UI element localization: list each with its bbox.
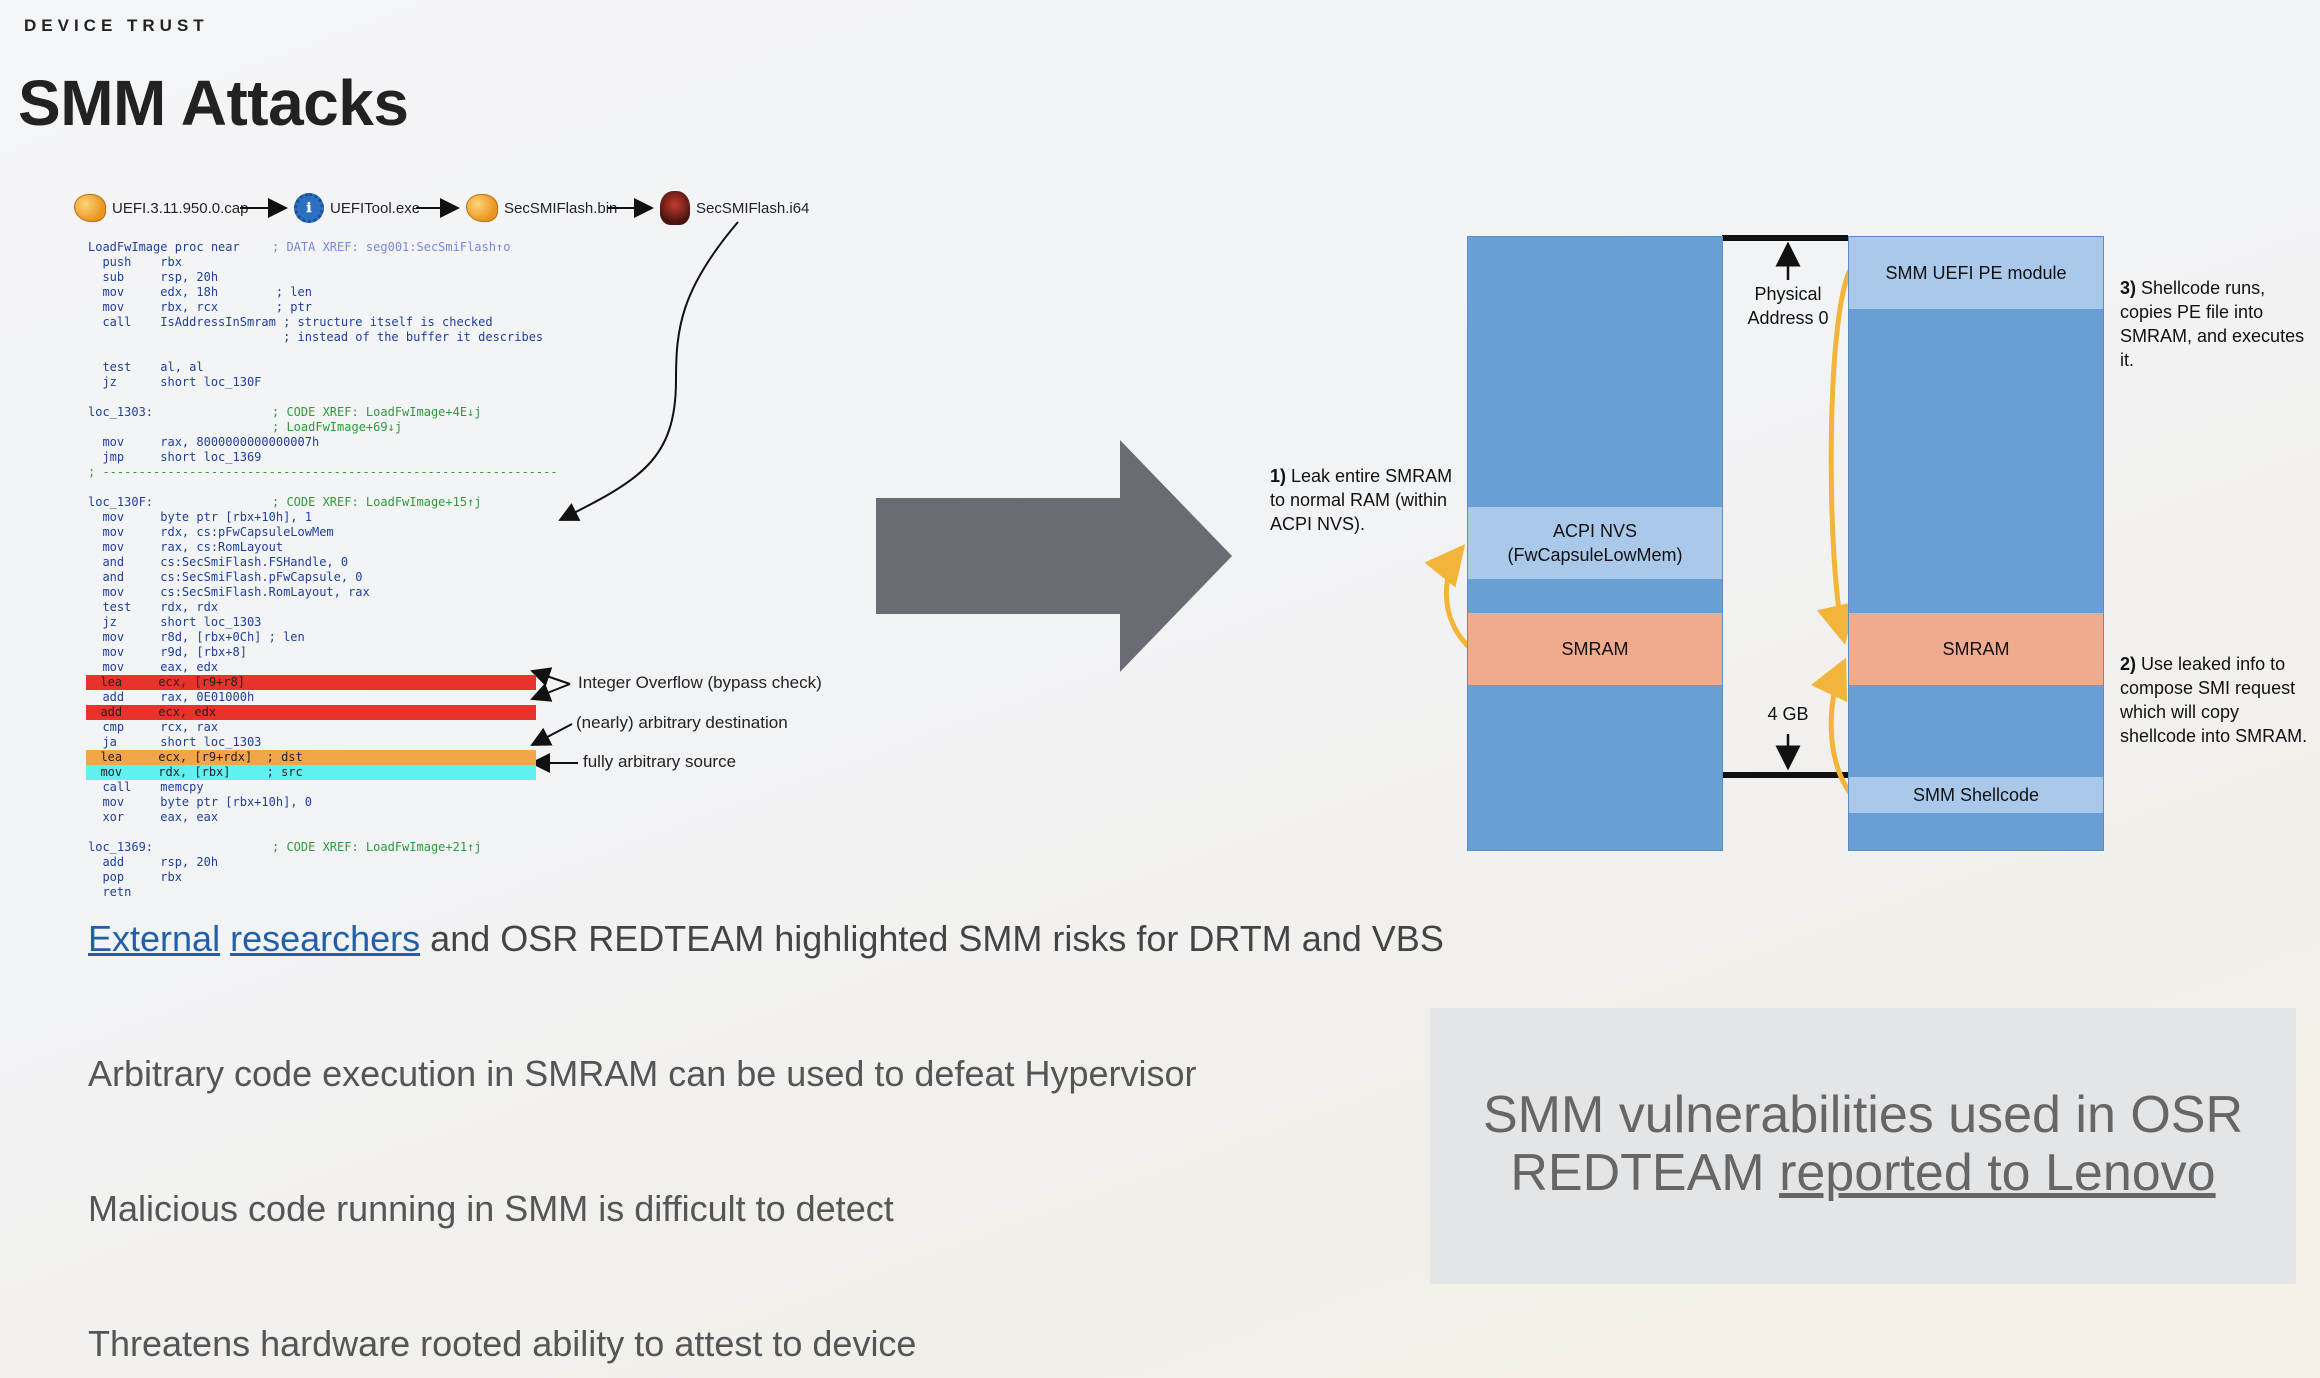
acpi-nvs-region: ACPI NVS (FwCapsuleLowMem) [1468, 507, 1722, 579]
physical-address-label: Physical Address 0 [1747, 284, 1829, 328]
code-line: mov rax, cs:RomLayout [88, 540, 284, 554]
uefitool-gear-icon: ℹ [294, 193, 324, 223]
step-1-note: 1) Leak entire SMRAM to normal RAM (with… [1270, 466, 1453, 534]
code-line: retn [88, 885, 132, 899]
disassembly-listing: LoadFwImage proc near; DATA XREF: seg001… [86, 240, 558, 900]
code-line-highlight-src: mov rdx, [rbx] ; src [86, 765, 536, 780]
big-transition-arrow [876, 440, 1232, 672]
code-line: test rdx, rdx [88, 600, 219, 614]
code-line: call IsAddressInSmram ; structure itself… [88, 315, 493, 329]
memory-column-smm: SMM UEFI PE module SMRAM SMM Shellcode [1848, 236, 2104, 851]
shellcode-region: SMM Shellcode [1849, 777, 2103, 813]
flow-item-uefitool: ℹ UEFITool.exe [294, 190, 420, 226]
code-line: loc_1369:; CODE XREF: LoadFwImage+21↑j [88, 840, 482, 854]
code-line: cmp rcx, rax [88, 720, 219, 734]
external-link[interactable]: External [88, 918, 221, 959]
code-line: ; LoadFwImage+69↓j [272, 420, 403, 434]
bullet-hypervisor: Arbitrary code execution in SMRAM can be… [88, 1053, 1197, 1094]
code-line: mov rbx, rcx ; ptr [88, 300, 312, 314]
code-line [88, 345, 548, 360]
bullet-attest: Threatens hardware rooted ability to att… [88, 1323, 917, 1364]
flow-item-i64: SecSMIFlash.i64 [660, 190, 809, 226]
step-2-note: 2) Use leaked info to compose SMI reques… [2120, 654, 2308, 746]
capsule-file-icon [74, 194, 106, 222]
smram-region-left: SMRAM [1468, 613, 1722, 685]
lenovo-report-link[interactable]: reported to Lenovo [1779, 1144, 2216, 1202]
bullet-detect: Malicious code running in SMM is difficu… [88, 1188, 894, 1229]
code-line [88, 480, 548, 495]
flow-label: UEFI.3.11.950.0.cap [112, 199, 249, 217]
panel-line-2: REDTEAM reported to Lenovo [1510, 1144, 2216, 1202]
code-line: mov rax, 8000000000000007h [88, 435, 320, 449]
callout-integer-overflow: Integer Overflow (bypass check) [578, 673, 822, 692]
code-line-highlight-overflow: lea ecx, [r9+r8] [86, 675, 536, 690]
ida-database-icon [660, 191, 690, 225]
smram-region-right: SMRAM [1849, 613, 2103, 685]
code-line: mov byte ptr [rbx+10h], 1 [88, 510, 312, 524]
code-line: LoadFwImage proc near; DATA XREF: seg001… [88, 240, 511, 254]
code-line: mov cs:SecSmiFlash.RomLayout, rax [88, 585, 370, 599]
code-line: and cs:SecSmiFlash.FSHandle, 0 [88, 555, 349, 569]
code-line: xor eax, eax [88, 810, 219, 824]
code-line: mov edx, 18h ; len [88, 285, 312, 299]
code-line: pop rbx [88, 870, 182, 884]
code-line: sub rsp, 20h [88, 270, 219, 284]
flow-label: SecSMIFlash.i64 [696, 199, 810, 217]
callout-source: fully arbitrary source [583, 752, 737, 771]
flow-label: UEFITool.exe [330, 199, 421, 217]
researchers-link[interactable]: researchers [230, 918, 421, 959]
memory-column-normal: ACPI NVS (FwCapsuleLowMem) SMRAM [1467, 236, 1723, 851]
slide-title: SMM Attacks [18, 67, 409, 139]
flow-item-capsule: UEFI.3.11.950.0.cap [74, 190, 248, 226]
curve-arrow [558, 221, 739, 521]
code-line: add rsp, 20h [88, 855, 219, 869]
code-line: and cs:SecSmiFlash.pFwCapsule, 0 [88, 570, 363, 584]
code-line: mov r9d, [rbx+8] [88, 645, 247, 659]
code-line: mov r8d, [rbx+0Ch] ; len [88, 630, 305, 644]
lenovo-report-panel: SMM vulnerabilities used in OSR REDTEAM … [1430, 1008, 2296, 1284]
code-line: mov eax, edx [88, 660, 219, 674]
code-line: jmp short loc_1369 [88, 450, 262, 464]
code-line: call memcpy [88, 780, 204, 794]
code-line: loc_1303:; CODE XREF: LoadFwImage+4E↓j [88, 405, 482, 419]
code-line [88, 390, 548, 405]
code-line: mov rdx, cs:pFwCapsuleLowMem [88, 525, 334, 539]
flow-label: SecSMIFlash.bin [504, 199, 618, 217]
code-line: push rbx [88, 255, 182, 269]
pe-module-region: SMM UEFI PE module [1849, 237, 2103, 309]
four-gb-label: 4 GB [1767, 704, 1809, 724]
binary-file-icon [466, 194, 498, 222]
code-line: add rax, 0E01000h [88, 690, 255, 704]
code-line-highlight-overflow: add ecx, edx [86, 705, 536, 720]
code-line: test al, al [88, 360, 204, 374]
code-line: mov byte ptr [rbx+10h], 0 [88, 795, 312, 809]
code-line: jz short loc_1303 [88, 615, 262, 629]
code-line: ; instead of the buffer it describes [88, 330, 544, 344]
callout-destination: (nearly) arbitrary destination [576, 713, 788, 732]
code-separator: ; --------------------------------------… [88, 465, 558, 479]
code-line: jz short loc_130F [88, 375, 262, 389]
step-3-note: 3) Shellcode runs, copies PE file into S… [2120, 278, 2305, 370]
flow-item-bin: SecSMIFlash.bin [466, 190, 617, 226]
section-kicker: DEVICE TRUST [24, 16, 209, 35]
code-line: ja short loc_1303 [88, 735, 262, 749]
panel-line-1: SMM vulnerabilities used in OSR [1482, 1086, 2244, 1144]
bullet-researchers: External researchers and OSR REDTEAM hig… [88, 918, 1444, 959]
code-line: loc_130F:; CODE XREF: LoadFwImage+15↑j [88, 495, 482, 509]
code-line-highlight-dst: lea ecx, [r9+rdx] ; dst [86, 750, 536, 765]
code-line [88, 825, 548, 840]
